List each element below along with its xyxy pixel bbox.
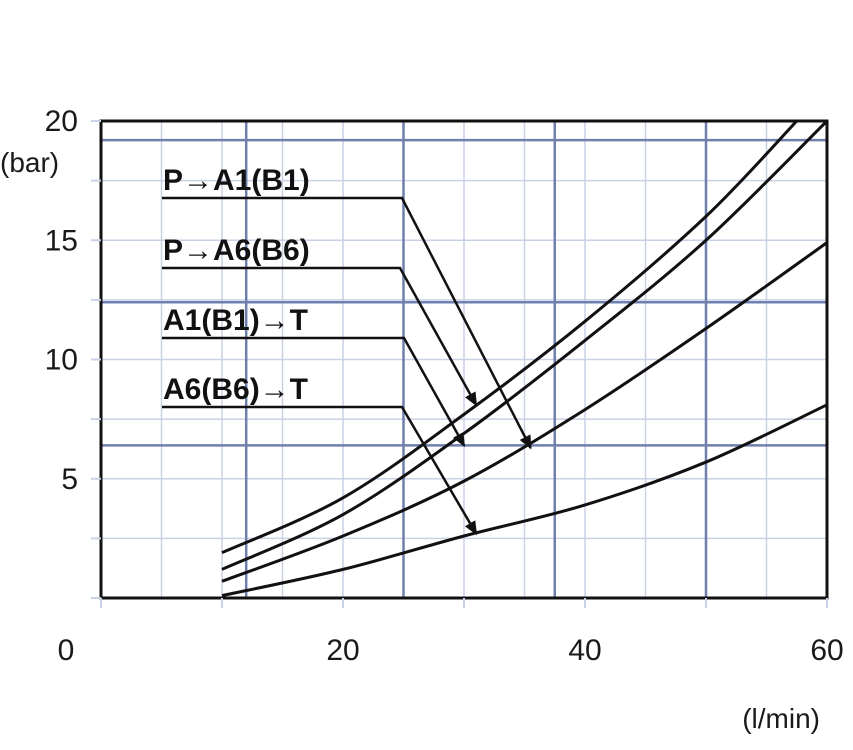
x-axis-label: (l/min) — [742, 703, 820, 734]
x-tick-label: 60 — [810, 634, 843, 667]
series-lines — [221, 119, 829, 598]
legend-label-4: A6(B6)→T — [163, 373, 308, 406]
legend: P→A1(B1) P→A6(B6) A1(B1)→T A6(B6)→T — [162, 164, 532, 536]
legend-leader-arrow-3 — [162, 336, 466, 448]
legend-label-3: A1(B1)→T — [163, 304, 308, 337]
y-tick-label: 5 — [61, 463, 78, 496]
legend-label-2: P→A6(B6) — [163, 234, 310, 267]
x-tick-label: 0 — [58, 634, 75, 667]
legend-leader-arrow-1 — [162, 196, 532, 450]
legend-leader-arrow-2 — [162, 266, 478, 407]
y-axis-label: (bar) — [0, 147, 59, 178]
y-tick-label: 10 — [45, 344, 78, 377]
axis-tick-labels: 0 20 40 60 5 10 15 20 — [45, 105, 844, 667]
series-line-2 — [221, 119, 829, 571]
legend-leader-arrow-4 — [162, 405, 478, 536]
y-tick-label: 15 — [45, 224, 78, 257]
legend-label-1: P→A1(B1) — [163, 164, 310, 197]
series-line-3 — [221, 241, 828, 583]
x-tick-label: 40 — [568, 634, 601, 667]
x-tick-label: 20 — [326, 634, 359, 667]
series-line-4 — [221, 403, 828, 598]
y-tick-label: 20 — [45, 105, 78, 138]
series-line-1 — [221, 119, 798, 555]
